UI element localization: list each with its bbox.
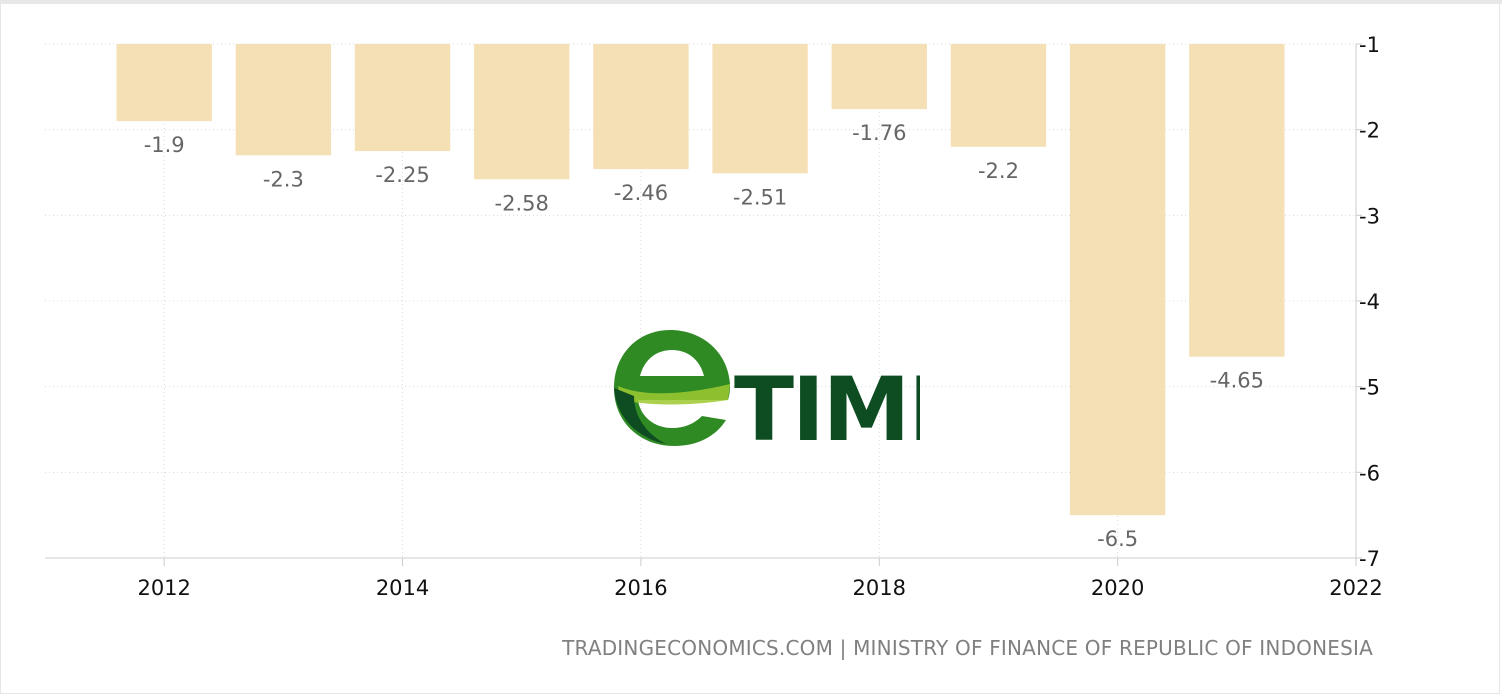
data-label-2012: -1.9 xyxy=(144,133,185,157)
y-tick-label: -1 xyxy=(1359,33,1380,57)
data-label-2014: -2.25 xyxy=(375,163,429,187)
data-label-2021: -4.65 xyxy=(1210,369,1264,393)
x-tick-label-2016: 2016 xyxy=(614,576,667,600)
bar-2015 xyxy=(474,44,570,180)
bar-2020 xyxy=(1069,44,1166,516)
y-tick-label: -6 xyxy=(1359,461,1380,485)
data-label-2018: -1.76 xyxy=(852,121,906,145)
bar-2012 xyxy=(116,44,212,122)
y-tick-label: -3 xyxy=(1359,204,1380,228)
data-label-2016: -2.46 xyxy=(614,181,668,205)
x-tick-label-2014: 2014 xyxy=(376,576,429,600)
bar-2019 xyxy=(950,44,1047,147)
data-label-2020: -6.5 xyxy=(1097,527,1138,551)
bars xyxy=(116,44,1285,516)
bar-2017 xyxy=(712,44,808,174)
x-tick-label-2022: 2022 xyxy=(1329,576,1382,600)
x-axis: 2012 2014 2016 2018 2020 2022 xyxy=(45,557,1383,600)
y-axis: -1 -2 -3 -4 -5 -6 -7 xyxy=(1355,33,1380,571)
top-border xyxy=(0,0,1502,4)
data-label-2013: -2.3 xyxy=(263,167,304,191)
data-label-2015: -2.58 xyxy=(495,191,549,215)
y-tick-label: -7 xyxy=(1359,547,1380,571)
bar-2021 xyxy=(1189,44,1285,357)
x-tick-label-2018: 2018 xyxy=(853,576,906,600)
etime-e-logo-icon xyxy=(614,330,730,446)
data-label-2019: -2.2 xyxy=(978,159,1019,183)
y-tick-label: -5 xyxy=(1359,376,1380,400)
y-tick-label: -4 xyxy=(1359,290,1380,314)
data-label-2017: -2.51 xyxy=(733,185,787,209)
watermark-text: TIME xyxy=(734,358,920,450)
y-tick-label: -2 xyxy=(1359,119,1380,143)
bar-2014 xyxy=(354,44,451,152)
x-tick-label-2020: 2020 xyxy=(1091,576,1144,600)
data-labels: -1.9 -2.3 -2.25 -2.58 -2.46 -2.51 -1.76 -2.2 -6.… xyxy=(144,121,1264,551)
bar-2013 xyxy=(235,44,332,156)
bar-2016 xyxy=(593,44,689,170)
x-tick-label-2012: 2012 xyxy=(137,576,190,600)
source-credit: TRADINGECONOMICS.COM | MINISTRY OF FINAN… xyxy=(562,636,1373,660)
bar-2018 xyxy=(831,44,927,110)
etime-watermark-logo: TIME xyxy=(614,330,920,450)
